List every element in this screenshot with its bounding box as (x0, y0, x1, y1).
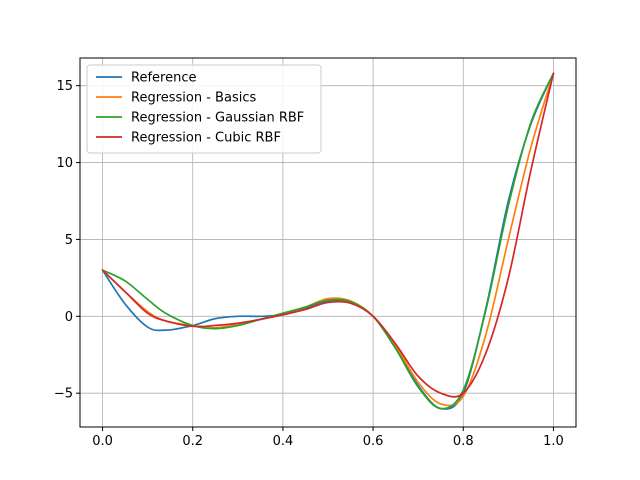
y-tick-label: 5 (65, 233, 73, 248)
x-tick-label: 0.8 (453, 434, 474, 449)
y-tick-label: 10 (56, 156, 73, 171)
legend: Reference Regression - Basics Regression -… (86, 64, 322, 154)
ticks: 0.0 0.2 0.4 0.6 0.8 1.0 −5 0 5 10 15 (54, 79, 564, 449)
legend-label-1: Regression - Basics (131, 91, 256, 106)
legend-label-3: Regression - Cubic RBF (131, 131, 281, 146)
grid (80, 58, 576, 427)
legend-box (86, 64, 322, 154)
x-tick-label: 0.0 (92, 434, 113, 449)
series-line-3 (101, 72, 555, 398)
series-group (101, 72, 555, 410)
y-tick-label: −5 (54, 387, 73, 402)
y-tick-label: 0 (65, 310, 73, 325)
axes-frame (79, 57, 577, 428)
y-tick-label: 15 (56, 79, 73, 94)
legend-label-2: Regression - Gaussian RBF (131, 111, 304, 126)
series-line-2 (101, 72, 555, 410)
x-tick-label: 1.0 (543, 434, 564, 449)
legend-label-0: Reference (131, 71, 196, 86)
x-tick-label: 0.2 (182, 434, 203, 449)
x-tick-label: 0.6 (363, 434, 384, 449)
x-tick-label: 0.4 (273, 434, 294, 449)
